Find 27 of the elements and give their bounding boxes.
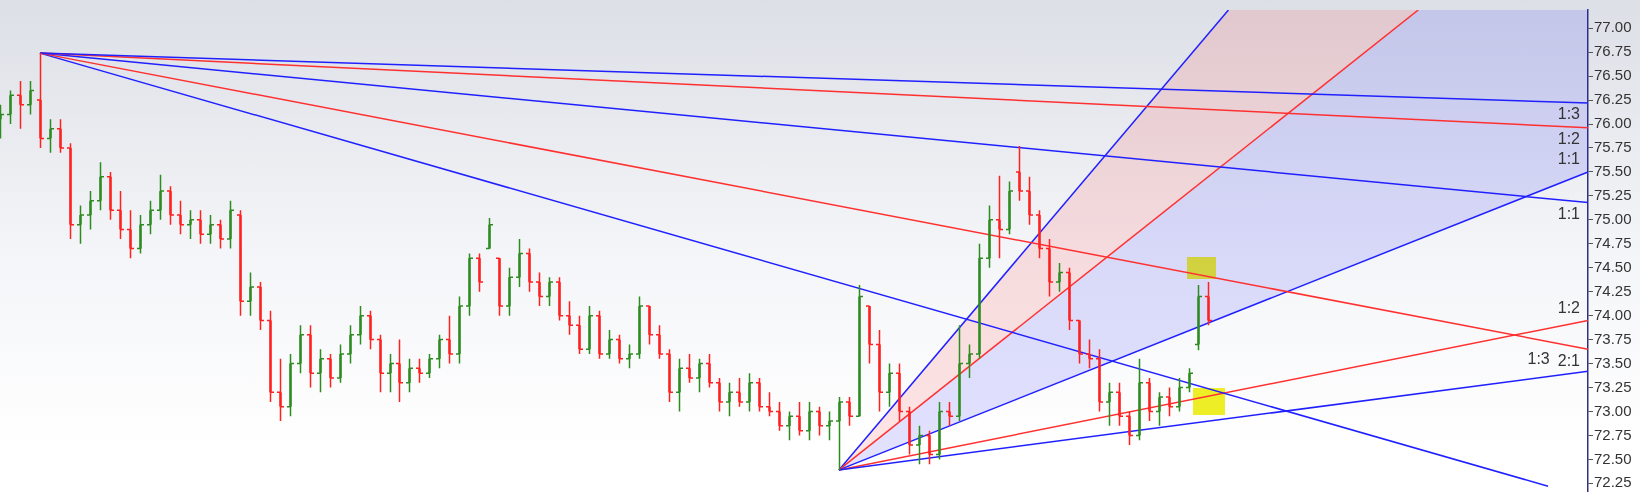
- series-label: 1:1: [1557, 150, 1581, 168]
- series-label: 1:2: [1557, 130, 1581, 148]
- y-tick-label: 73.00: [1594, 401, 1632, 419]
- y-tick-label: 73.50: [1594, 353, 1632, 371]
- series-label: 1:3: [1557, 105, 1581, 123]
- y-tick-label: 76.00: [1594, 114, 1632, 132]
- series-label: 2:1: [1557, 351, 1581, 369]
- series-label: 1:3: [1527, 349, 1550, 367]
- y-tick-label: 75.75: [1594, 138, 1632, 156]
- y-tick-label: 77.00: [1594, 18, 1632, 36]
- y-tick-label: 75.25: [1594, 186, 1632, 204]
- y-tick-label: 76.75: [1594, 42, 1632, 60]
- y-tick-label: 75.00: [1594, 209, 1632, 227]
- series-label: 1:1: [1557, 205, 1581, 222]
- y-tick-label: 73.25: [1594, 377, 1632, 395]
- y-tick-label: 75.50: [1594, 162, 1632, 180]
- series-label: 1:2: [1557, 298, 1581, 316]
- y-tick-label: 74.50: [1594, 257, 1632, 275]
- y-tick-label: 72.50: [1594, 449, 1632, 467]
- y-tick-label: 74.25: [1594, 281, 1632, 299]
- y-tick-label: 73.75: [1594, 329, 1632, 347]
- y-tick-label: 76.50: [1594, 66, 1632, 84]
- y-tick-label: 72.75: [1594, 425, 1632, 443]
- y-tick-label: 76.25: [1594, 90, 1632, 108]
- y-tick-label: 72.25: [1594, 473, 1632, 491]
- y-tick-label: 74.75: [1594, 233, 1632, 251]
- y-tick-label: 74.00: [1594, 305, 1632, 323]
